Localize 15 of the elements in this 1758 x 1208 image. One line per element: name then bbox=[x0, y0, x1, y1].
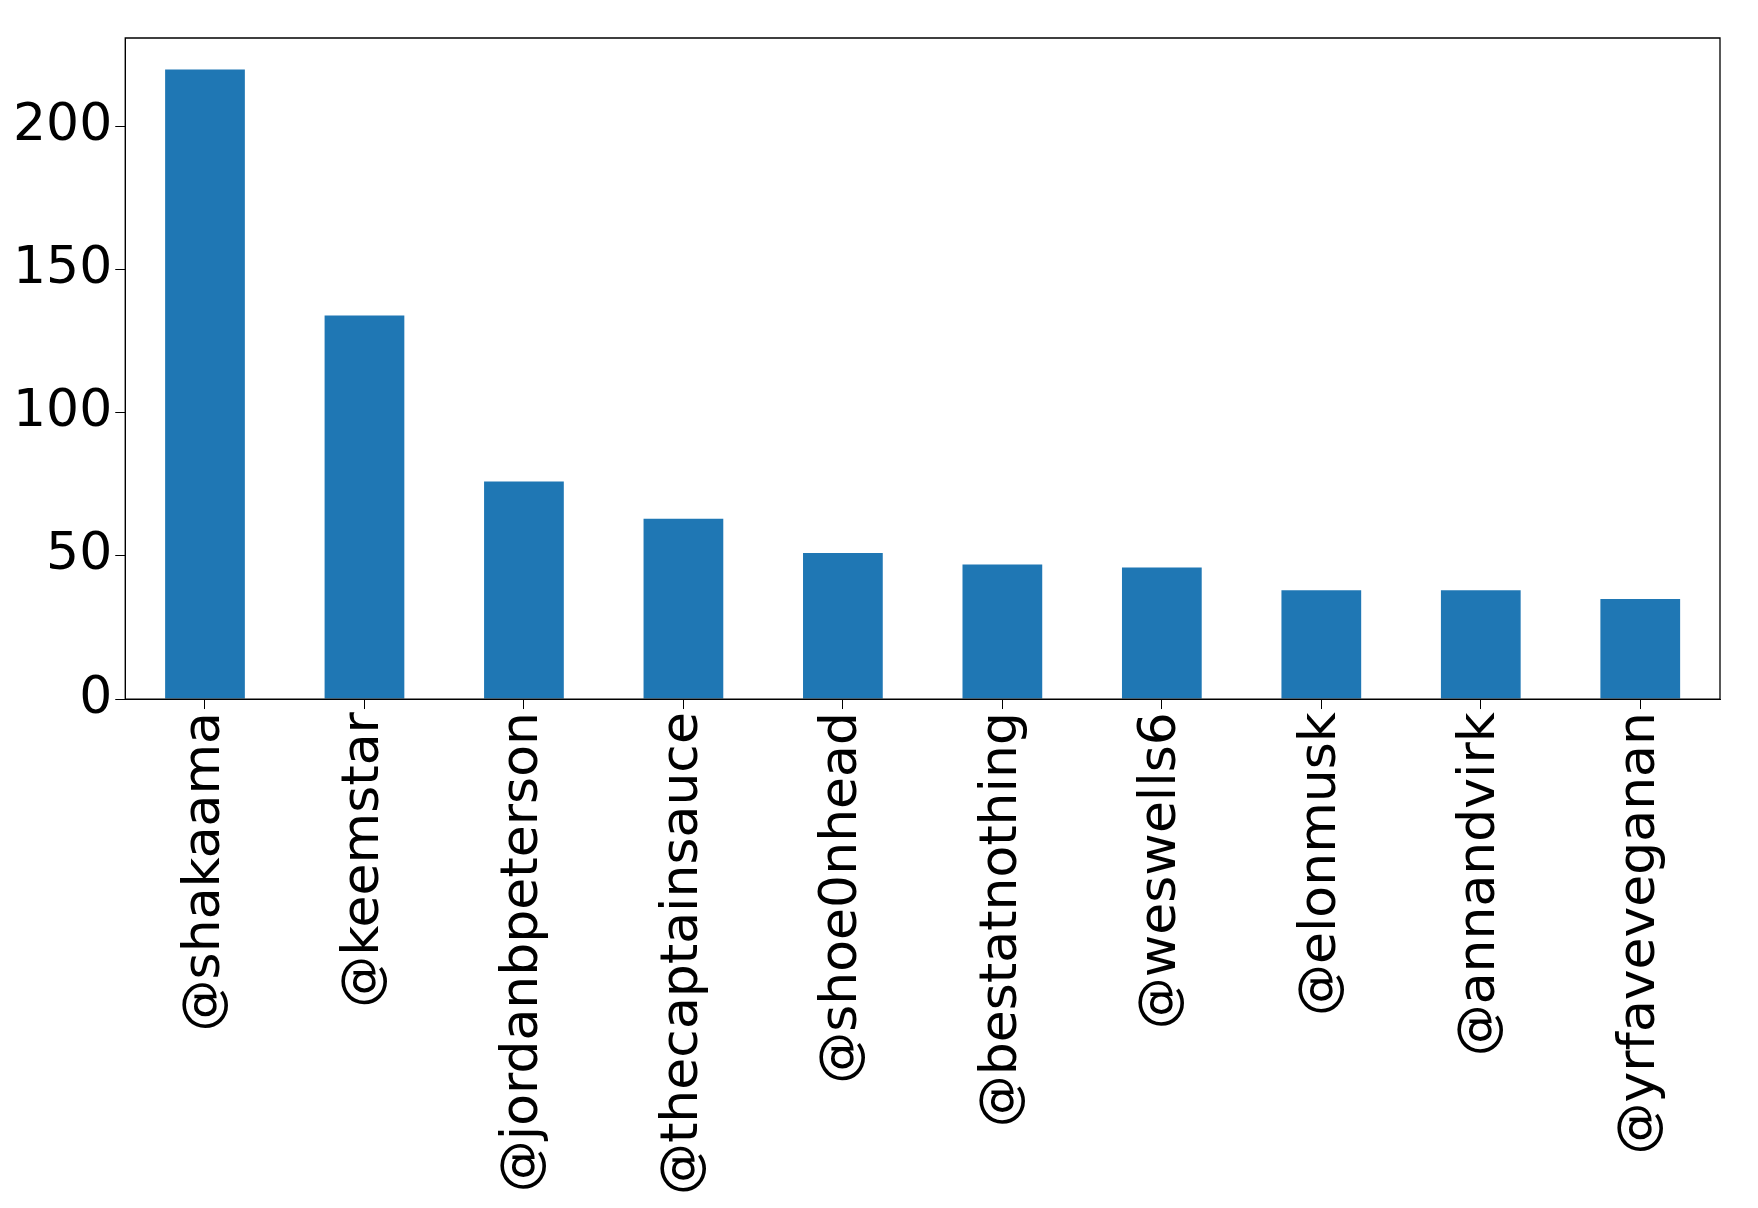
y-tick-label: 50 bbox=[46, 521, 113, 582]
y-tick-label: 100 bbox=[12, 378, 113, 439]
y-tick-label: 150 bbox=[12, 235, 113, 296]
x-tick-label: @thecaptainsauce bbox=[648, 712, 709, 1196]
x-tick-label: @shakaama bbox=[170, 712, 231, 1032]
x-tick-label: @elonmusk bbox=[1286, 712, 1347, 1017]
x-tick-label: @keemstar bbox=[329, 711, 390, 1008]
x-tick-label: @bestatnothing bbox=[967, 712, 1028, 1128]
x-tick-label: @shoe0nhead bbox=[808, 712, 869, 1084]
x-tick-label: @weswells6 bbox=[1127, 712, 1188, 1030]
x-tick-label: @jordanbpeterson bbox=[489, 712, 550, 1193]
y-tick-label: 0 bbox=[79, 664, 113, 725]
y-tick-label: 200 bbox=[12, 92, 113, 153]
x-tick-label: @annandvirk bbox=[1446, 712, 1507, 1057]
x-tick-label: @yrfaveveganan bbox=[1605, 712, 1666, 1155]
